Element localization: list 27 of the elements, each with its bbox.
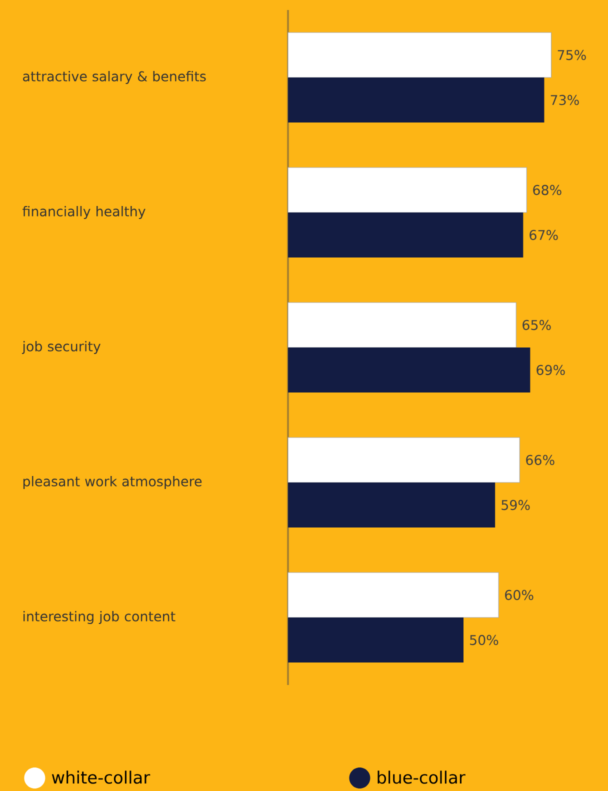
data-label: 50% (470, 634, 498, 646)
bar (288, 302, 516, 348)
data-label: 68% (533, 184, 562, 196)
data-label: 59% (502, 500, 530, 510)
y-tick-label: interesting job content (23, 611, 176, 624)
y-tick-label: attractive salary & benefits (23, 70, 206, 84)
bar (288, 618, 464, 663)
bar (288, 167, 527, 213)
bar (288, 348, 530, 393)
legend-label: blue-collar (378, 770, 466, 784)
bar (288, 32, 552, 78)
bar (288, 572, 499, 618)
legend-label: white-collar (52, 770, 150, 784)
data-label: 69% (536, 364, 565, 376)
y-tick-label: financially healthy (22, 206, 146, 220)
bar (288, 212, 524, 258)
bar (288, 78, 544, 123)
data-label: 75% (558, 50, 586, 60)
bar (288, 437, 520, 483)
bar (288, 482, 496, 528)
data-label: 67% (530, 230, 558, 240)
y-tick-label: job security (22, 340, 101, 354)
y-tick-label: pleasant work atmosphere (23, 476, 202, 490)
data-label: 65% (522, 320, 551, 330)
data-label: 60% (505, 590, 534, 600)
data-label: 73% (550, 94, 579, 106)
data-label: 66% (526, 454, 554, 466)
